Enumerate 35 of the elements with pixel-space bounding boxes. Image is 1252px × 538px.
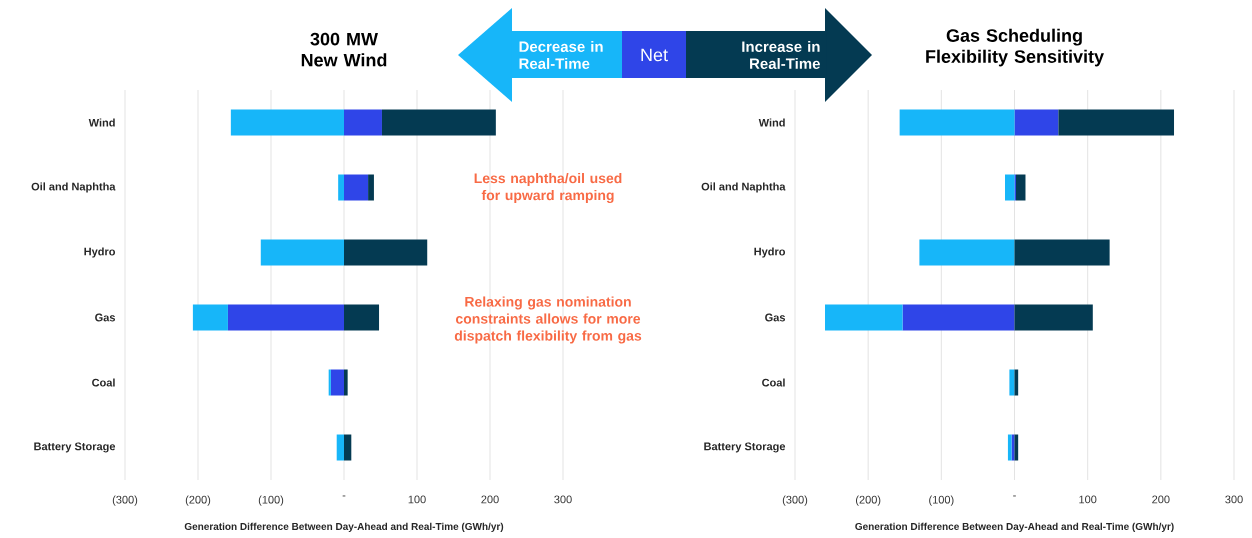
chart-title: 300 MW New Wind — [301, 32, 387, 67]
y-tick-label: Oil and Naphtha — [701, 182, 786, 193]
x-tick-label: (200) — [185, 495, 211, 506]
x-tick-label: (300) — [782, 495, 808, 506]
x-tick-label: 300 — [1225, 495, 1243, 504]
x-tick-label: 100 — [408, 495, 426, 504]
text: Decrease in Real-Time — [519, 40, 603, 69]
x-tick-label: 200 — [481, 495, 499, 504]
x-tick-label: - — [342, 495, 346, 497]
text: Net — [641, 48, 668, 62]
y-tick-label: Hydro — [84, 247, 116, 258]
y-tick-label: Oil and Naphtha — [31, 182, 116, 193]
x-tick-label: 200 — [1152, 495, 1170, 504]
x-tick-label: (200) — [856, 495, 881, 506]
y-tick-label: Gas — [95, 313, 116, 322]
x-tick-label: - — [1013, 495, 1016, 497]
y-tick-label: Battery Storage — [34, 442, 116, 453]
y-tick-label: Hydro — [754, 247, 786, 258]
x-tick-label: (300) — [112, 495, 138, 506]
y-tick-label: Battery Storage — [704, 442, 786, 453]
y-tick-label: Gas — [765, 313, 786, 322]
x-axis-title: Generation Difference Between Day-Ahead and Real-Time (GWh/yr) — [184, 522, 504, 532]
text: Increase in Real-Time — [742, 40, 820, 69]
chart-title: Gas Scheduling Flexibility Sensitivity — [926, 28, 1104, 67]
y-tick-label: Coal — [92, 378, 115, 387]
y-tick-label: Wind — [758, 118, 785, 127]
x-tick-label: 300 — [554, 495, 572, 504]
y-tick-label: Coal — [762, 378, 785, 387]
x-axis-title: Generation Difference Between Day-Ahead and Real-Time (GWh/yr) — [855, 522, 1174, 532]
y-tick-label: Wind — [88, 118, 115, 127]
x-tick-label: 100 — [1079, 495, 1097, 504]
annotation: Less naphtha/oil used for upward ramping — [474, 172, 622, 204]
x-tick-label: (100) — [258, 495, 284, 506]
annotation: Relaxing gas nomination constraints allows for more dispatch flexibility from gas — [454, 296, 642, 344]
x-tick-label: (100) — [929, 495, 954, 506]
